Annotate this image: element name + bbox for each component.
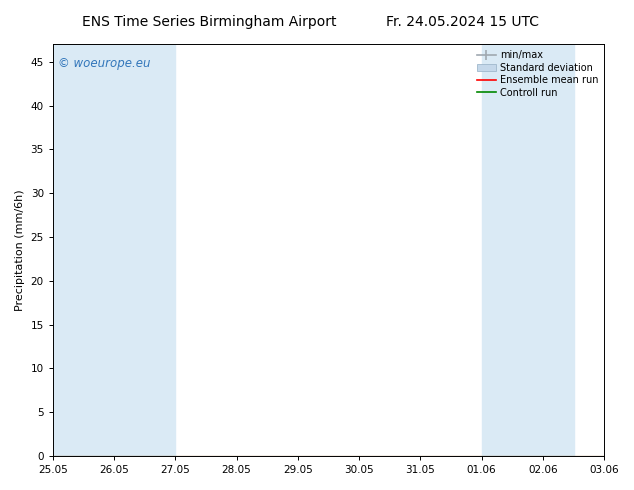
Legend: min/max, Standard deviation, Ensemble mean run, Controll run: min/max, Standard deviation, Ensemble me… bbox=[472, 47, 602, 101]
Text: ENS Time Series Birmingham Airport: ENS Time Series Birmingham Airport bbox=[82, 15, 337, 29]
Bar bbox=[482, 45, 574, 456]
Bar bbox=[53, 45, 176, 456]
Text: Fr. 24.05.2024 15 UTC: Fr. 24.05.2024 15 UTC bbox=[386, 15, 540, 29]
Text: © woeurope.eu: © woeurope.eu bbox=[58, 57, 151, 70]
Y-axis label: Precipitation (mm/6h): Precipitation (mm/6h) bbox=[15, 189, 25, 311]
